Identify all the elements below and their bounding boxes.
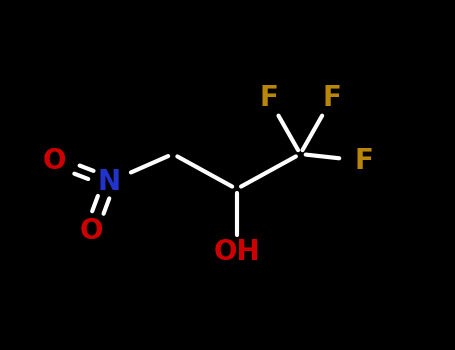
- Text: F: F: [354, 147, 374, 175]
- Text: F: F: [323, 84, 342, 112]
- Text: N: N: [98, 168, 121, 196]
- Text: O: O: [43, 147, 66, 175]
- Text: O: O: [79, 217, 103, 245]
- Text: F: F: [259, 84, 278, 112]
- Text: OH: OH: [213, 238, 260, 266]
